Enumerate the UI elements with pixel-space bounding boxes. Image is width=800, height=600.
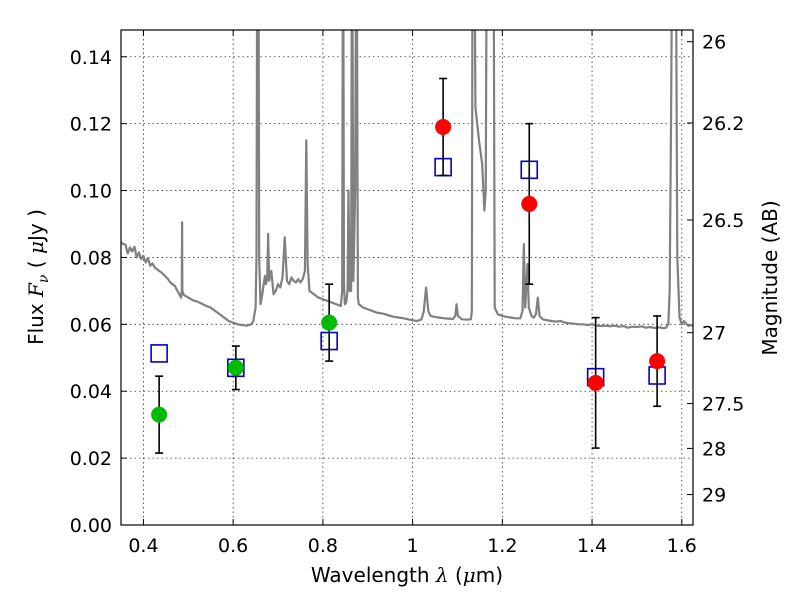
data-point <box>587 374 604 391</box>
y-tick-label: 0.14 <box>70 47 112 69</box>
x-tick-label: 1.2 <box>487 535 517 557</box>
data-point <box>321 314 338 331</box>
x-axis-label: Wavelength λ (μm) <box>311 563 503 587</box>
x-tick-label: 0.8 <box>308 535 338 557</box>
y2-tick-label: 27 <box>702 323 726 345</box>
y2-tick-label: 27.5 <box>702 394 744 416</box>
y-tick-label: 0.12 <box>70 114 112 136</box>
data-marks <box>150 77 666 454</box>
y-tick-label: 0.08 <box>70 247 112 269</box>
data-point <box>521 195 538 212</box>
y-axis-label: Flux Fν ( μJy ) <box>24 209 52 345</box>
y-tick-label: 0.00 <box>70 515 112 537</box>
grid <box>121 30 693 525</box>
y-tick-label: 0.02 <box>70 448 112 470</box>
data-point <box>435 118 452 135</box>
y2-tick-label: 26.5 <box>702 210 744 232</box>
y2-tick-label: 29 <box>702 485 726 507</box>
data-point <box>227 359 244 376</box>
data-point <box>151 406 168 423</box>
y2-tick-label: 26.2 <box>702 113 744 135</box>
x-tick-label: 1 <box>407 535 419 557</box>
y2-axis-label: Magnitude (AB) <box>758 200 782 355</box>
y-tick-label: 0.10 <box>70 181 112 203</box>
data-point <box>649 353 666 370</box>
y-tick-label: 0.04 <box>70 381 112 403</box>
x-tick-label: 0.6 <box>218 535 248 557</box>
spectrum-line <box>121 30 693 330</box>
y2-tick-label: 26 <box>702 32 726 54</box>
y-tick-label: 0.06 <box>70 314 112 336</box>
plot-area <box>121 30 693 330</box>
model-square-marker <box>150 344 168 363</box>
plot-frame <box>120 29 694 526</box>
x-tick-label: 0.4 <box>128 535 158 557</box>
ticks: 0.4 0.6 0.8 1 1.2 1.4 1.6 0.00 0.02 0.04 0.06 0.08 0… <box>70 30 744 557</box>
y2-tick-label: 28 <box>702 438 726 460</box>
x-tick-label: 1.4 <box>577 535 607 557</box>
x-tick-label: 1.6 <box>667 535 697 557</box>
